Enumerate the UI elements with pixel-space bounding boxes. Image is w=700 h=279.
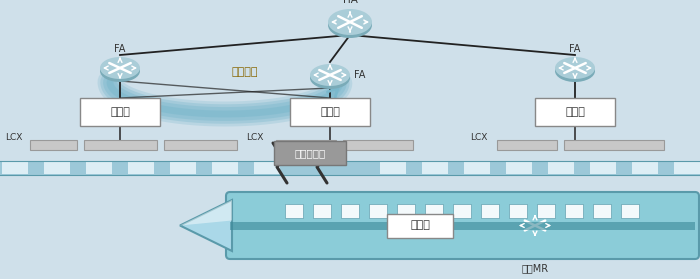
FancyBboxPatch shape: [380, 162, 406, 174]
Ellipse shape: [328, 12, 372, 38]
FancyBboxPatch shape: [274, 141, 346, 165]
Text: 基地局: 基地局: [110, 107, 130, 117]
FancyBboxPatch shape: [80, 98, 160, 126]
FancyBboxPatch shape: [397, 204, 415, 218]
FancyBboxPatch shape: [369, 204, 387, 218]
FancyBboxPatch shape: [422, 162, 448, 174]
Ellipse shape: [555, 57, 595, 79]
FancyBboxPatch shape: [506, 162, 532, 174]
Ellipse shape: [100, 60, 140, 82]
Text: LCX: LCX: [246, 133, 263, 143]
Text: 基地局: 基地局: [565, 107, 585, 117]
Text: 車載MR: 車載MR: [522, 263, 549, 273]
Text: FA: FA: [354, 70, 365, 80]
FancyBboxPatch shape: [30, 140, 77, 150]
FancyBboxPatch shape: [164, 140, 237, 150]
Ellipse shape: [328, 9, 372, 35]
FancyBboxPatch shape: [632, 162, 658, 174]
Text: 基地局: 基地局: [320, 107, 340, 117]
FancyBboxPatch shape: [509, 204, 527, 218]
Polygon shape: [180, 200, 232, 251]
Ellipse shape: [516, 218, 554, 239]
FancyBboxPatch shape: [0, 161, 700, 175]
FancyBboxPatch shape: [497, 140, 557, 150]
FancyBboxPatch shape: [230, 222, 695, 230]
FancyBboxPatch shape: [481, 204, 499, 218]
Text: 同じデータ: 同じデータ: [295, 148, 326, 158]
Text: HA: HA: [342, 0, 358, 5]
Ellipse shape: [100, 57, 140, 79]
FancyBboxPatch shape: [290, 98, 370, 126]
FancyBboxPatch shape: [313, 204, 331, 218]
FancyBboxPatch shape: [564, 140, 664, 150]
Text: FA: FA: [569, 44, 581, 54]
FancyBboxPatch shape: [44, 162, 70, 174]
FancyBboxPatch shape: [86, 162, 112, 174]
Text: 前方転送: 前方転送: [232, 67, 258, 77]
FancyBboxPatch shape: [590, 162, 616, 174]
Text: LCX: LCX: [470, 133, 487, 143]
FancyBboxPatch shape: [537, 204, 555, 218]
FancyBboxPatch shape: [565, 204, 583, 218]
FancyBboxPatch shape: [341, 204, 359, 218]
FancyBboxPatch shape: [276, 140, 336, 150]
Ellipse shape: [516, 215, 554, 237]
FancyBboxPatch shape: [453, 204, 471, 218]
Ellipse shape: [310, 67, 350, 89]
FancyBboxPatch shape: [548, 162, 574, 174]
FancyBboxPatch shape: [170, 162, 196, 174]
FancyBboxPatch shape: [535, 98, 615, 126]
Text: 移動局: 移動局: [410, 220, 430, 230]
FancyBboxPatch shape: [621, 204, 639, 218]
Text: FA: FA: [114, 44, 126, 54]
FancyBboxPatch shape: [212, 162, 238, 174]
Polygon shape: [180, 200, 232, 225]
Text: LCX: LCX: [5, 133, 22, 143]
FancyBboxPatch shape: [593, 204, 611, 218]
FancyBboxPatch shape: [425, 204, 443, 218]
FancyBboxPatch shape: [387, 213, 453, 237]
FancyBboxPatch shape: [464, 162, 490, 174]
FancyBboxPatch shape: [128, 162, 154, 174]
FancyBboxPatch shape: [343, 140, 413, 150]
FancyBboxPatch shape: [285, 204, 303, 218]
FancyBboxPatch shape: [2, 162, 28, 174]
FancyBboxPatch shape: [84, 140, 157, 150]
Ellipse shape: [555, 60, 595, 82]
FancyBboxPatch shape: [674, 162, 700, 174]
FancyBboxPatch shape: [254, 162, 280, 174]
FancyBboxPatch shape: [226, 192, 699, 259]
Ellipse shape: [310, 64, 350, 86]
